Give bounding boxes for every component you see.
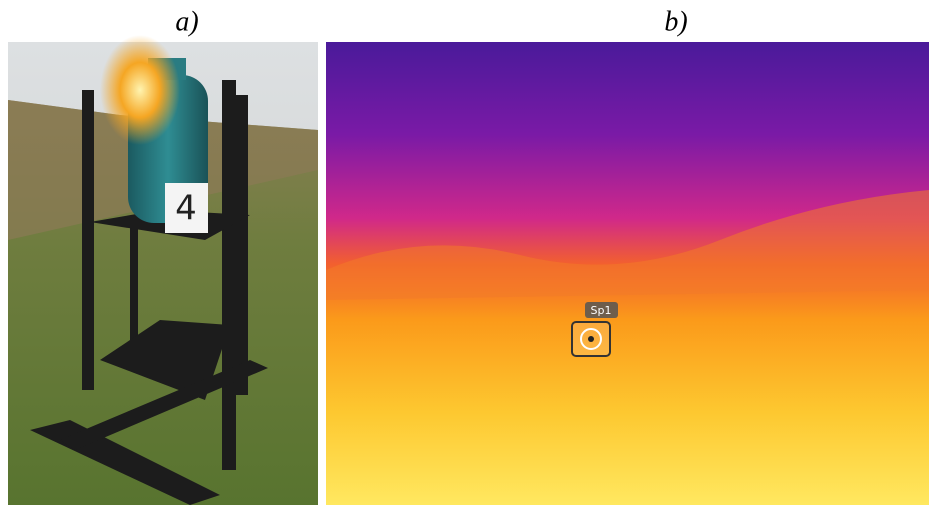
sign-text: 4 <box>175 189 197 229</box>
panel-label: a) <box>175 6 198 37</box>
panel-label: b) <box>664 6 687 37</box>
photo: 4 <box>8 35 318 505</box>
thermal-image: Sp1 <box>326 42 929 505</box>
spot-label: Sp1 <box>591 304 612 317</box>
figure: a) b) 4 Sp1 <box>0 0 929 505</box>
